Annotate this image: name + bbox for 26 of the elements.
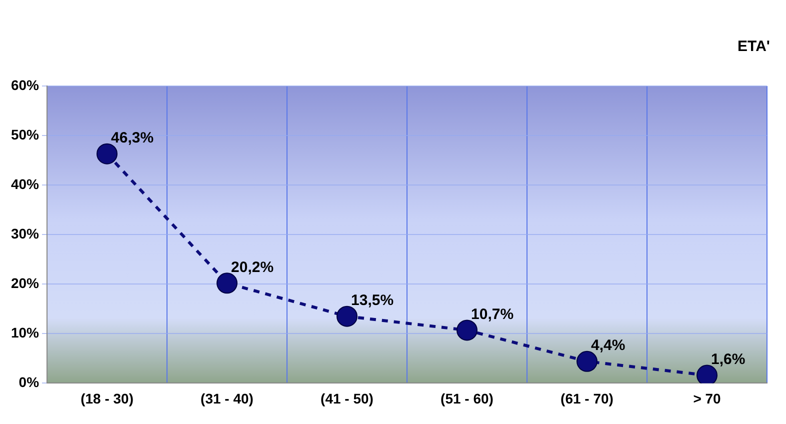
- data-label: 1,6%: [711, 350, 746, 368]
- x-tick-label: (61 - 70): [560, 390, 614, 406]
- data-label: 20,2%: [231, 258, 274, 276]
- point: [696, 364, 718, 384]
- y-tick-label: 40%: [10, 176, 40, 192]
- chart-title: ETA': [738, 38, 770, 56]
- x-tick-label: > 70: [693, 390, 722, 406]
- point: [456, 320, 478, 341]
- y-tick-label: 60%: [10, 76, 40, 93]
- point: [96, 143, 118, 164]
- x-tick-label: (18 - 30): [80, 390, 134, 406]
- data-label: 13,5%: [351, 292, 394, 309]
- point: [216, 272, 238, 294]
- y-tick-label: 50%: [10, 126, 40, 142]
- y-tick-label: 10%: [10, 324, 40, 341]
- y-tick-label: 20%: [10, 274, 40, 291]
- x-tick-label: (51 - 60): [440, 390, 494, 406]
- point: [336, 306, 358, 327]
- y-tick-label: 0%: [18, 374, 40, 390]
- data-label: 4,4%: [591, 337, 626, 354]
- point: [576, 350, 598, 372]
- data-label: 10,7%: [471, 306, 514, 323]
- data-label: 46,3%: [111, 130, 154, 146]
- x-tick-label: (31 - 40): [200, 390, 254, 406]
- y-tick-label: 30%: [10, 225, 40, 242]
- x-tick-label: (41 - 50): [320, 390, 374, 406]
